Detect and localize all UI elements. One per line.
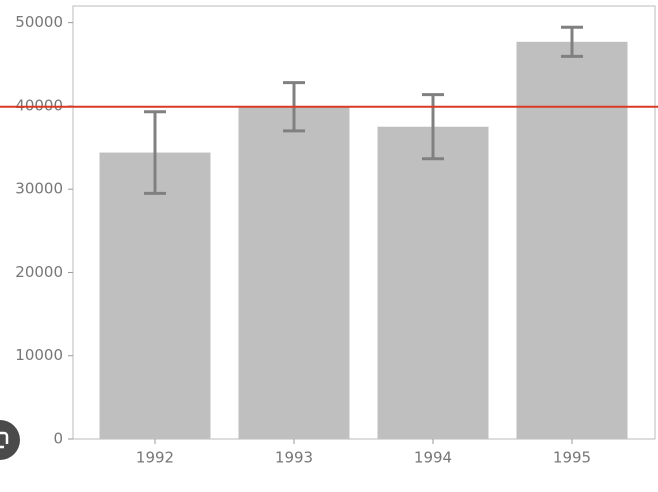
y-tick-label: 30000 [15, 180, 63, 198]
x-tick-label: 1994 [414, 449, 452, 467]
lens-circle[interactable] [0, 420, 20, 460]
lens-button[interactable] [0, 420, 20, 460]
bar [238, 106, 350, 439]
lens-icon [0, 431, 9, 449]
plot-frame [72, 5, 656, 440]
x-tick-label: 1995 [553, 449, 591, 467]
y-tick-label: 0 [53, 430, 63, 448]
x-tick-label: 1992 [136, 449, 174, 467]
y-tick-label: 40000 [15, 96, 63, 114]
x-tick-label: 1993 [275, 449, 313, 467]
y-tick-label: 50000 [15, 13, 63, 31]
bar [99, 152, 211, 440]
bar [377, 126, 489, 439]
y-tick-label: 10000 [15, 346, 63, 364]
bar [516, 41, 628, 439]
y-tick-label: 20000 [15, 263, 63, 281]
